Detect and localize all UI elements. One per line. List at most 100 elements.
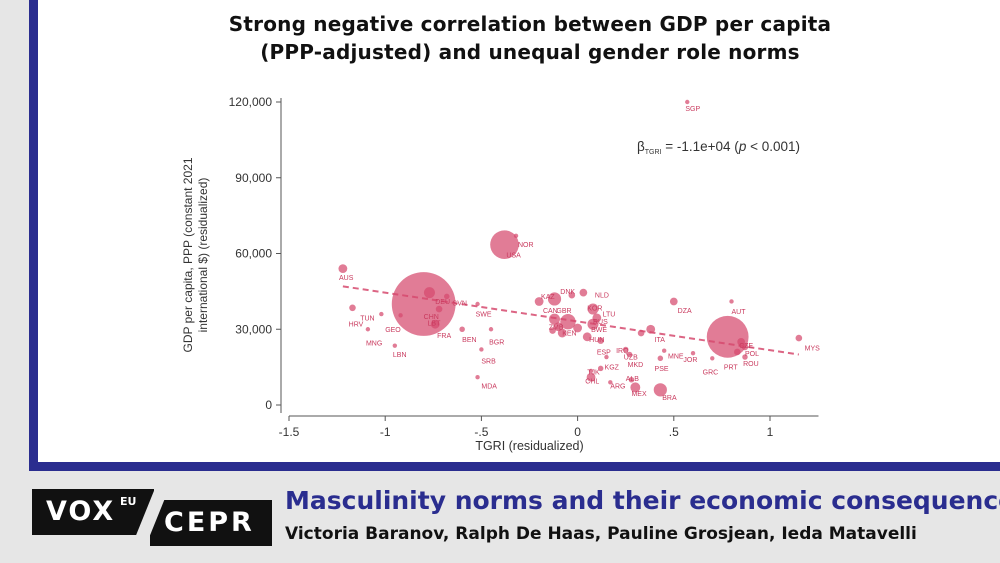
y-tick-label: 60,000: [235, 247, 272, 261]
country-label: HUN: [589, 337, 604, 344]
data-point: [597, 365, 604, 372]
beta-annotation: βTGRI = -1.1e+04 (p < 0.001): [637, 139, 800, 156]
country-label: BEN: [462, 337, 476, 344]
country-label: ITA: [655, 337, 666, 344]
scatter-plot: 0 30,000 60,000 90,000 120,000 -1.5 -1 -.5 0 .5 1 T…: [181, 95, 821, 453]
y-tick-label: 120,000: [229, 95, 273, 109]
data-point: [568, 291, 576, 299]
country-label: SRB: [481, 358, 496, 365]
data-point: [586, 372, 596, 382]
chart-title-line-2: (PPP-adjusted) and unequal gender role n…: [260, 40, 800, 64]
annotation-part: p: [738, 139, 747, 154]
data-point: [630, 382, 641, 393]
data-point: [628, 377, 635, 383]
data-point: [573, 323, 582, 333]
article-headline[interactable]: Masculinity norms and their economic con…: [285, 486, 1000, 515]
country-label: RUS: [593, 319, 608, 326]
country-label: DZA: [678, 308, 692, 315]
data-point: [795, 334, 803, 342]
country-label: DEU: [435, 299, 450, 306]
x-tick-label: .5: [669, 425, 679, 439]
data-point: [490, 230, 519, 259]
country-label: DNK: [560, 289, 575, 296]
country-label: NLD: [595, 293, 609, 300]
vox-eu-logo[interactable]: VOX EU: [32, 489, 154, 535]
country-label: AUS: [339, 275, 354, 282]
country-label: PRT: [724, 365, 739, 372]
data-point: [579, 288, 588, 297]
y-tick-label: 90,000: [235, 171, 272, 185]
x-tick-label: 0: [574, 425, 581, 439]
x-tick-label: -.5: [474, 425, 488, 439]
country-label: TJK: [587, 370, 600, 377]
country-label: LBN: [393, 352, 407, 359]
data-point: [392, 343, 398, 348]
data-point: [742, 354, 748, 360]
country-label: LBT: [428, 320, 442, 327]
country-label: SVN: [453, 300, 467, 307]
country-label: MNE: [668, 353, 684, 360]
country-label: ARG: [610, 384, 625, 391]
country-label: IRQ: [616, 348, 629, 355]
data-point: [534, 297, 544, 306]
article-authors: Victoria Baranov, Ralph De Haas, Pauline…: [285, 524, 917, 544]
cepr-logo[interactable]: CEPR: [150, 500, 272, 546]
data-point: [547, 292, 562, 306]
data-point: [737, 338, 745, 346]
country-label: JOR: [683, 357, 697, 364]
data-point: [475, 301, 480, 307]
annotation-part: β: [637, 139, 645, 154]
annotation-part: = -1.1e+04 (: [662, 139, 740, 154]
annotation-part: TGRI: [645, 149, 662, 156]
data-point: [549, 313, 561, 325]
country-label: KOR: [587, 305, 602, 312]
country-label: ALB: [626, 376, 640, 383]
data-point: [690, 351, 696, 356]
country-label: TUN: [360, 315, 374, 322]
country-label: KAZ: [541, 294, 555, 301]
data-point: [608, 380, 613, 385]
country-label: KEN: [562, 331, 576, 338]
cepr-logo-text: CEPR: [164, 507, 255, 538]
country-label: SGP: [685, 106, 700, 113]
country-label: ZMB: [549, 324, 564, 331]
data-point: [588, 368, 594, 374]
x-axis-label: TGRI (residualized): [475, 439, 583, 453]
data-point: [729, 299, 734, 304]
data-point: [733, 348, 741, 356]
country-label: UZB: [624, 355, 638, 362]
data-point: [661, 348, 667, 353]
country-label: MNG: [366, 341, 382, 348]
data-point: [349, 304, 356, 312]
country-label: PSE: [655, 366, 669, 373]
data-point: [475, 375, 480, 380]
country-label: NOR: [518, 242, 534, 249]
y-axis-label-line: international $) (residualized): [196, 178, 210, 333]
x-tick-label: -1.5: [279, 425, 300, 439]
data-point: [622, 346, 629, 353]
chart-title: Strong negative correlation between GDP …: [140, 10, 920, 66]
data-point: [553, 322, 563, 332]
data-point: [444, 293, 450, 300]
fit-line: [342, 285, 800, 356]
country-label: MYS: [805, 346, 821, 353]
x-tick-label: -1: [380, 425, 391, 439]
chart-title-line-1: Strong negative correlation between GDP …: [228, 12, 832, 36]
data-point: [597, 337, 604, 344]
country-label: HRV: [349, 322, 364, 329]
y-axis-label: GDP per capita, PPP (constant 2021 intern…: [181, 157, 210, 352]
data-point: [706, 315, 749, 358]
country-label: CAN: [543, 308, 558, 315]
data-point: [626, 351, 633, 358]
data-point: [430, 319, 440, 329]
country-label: USA: [506, 252, 521, 259]
country-label: KGZ: [605, 365, 620, 372]
data-point: [657, 355, 664, 362]
data-point: [513, 233, 519, 239]
country-label: BRA: [662, 395, 677, 402]
data-point: [379, 311, 384, 317]
y-tick-label: 30,000: [235, 322, 272, 336]
country-label: POL: [745, 351, 759, 358]
country-label: AUT: [732, 309, 747, 316]
data-point: [669, 297, 678, 306]
